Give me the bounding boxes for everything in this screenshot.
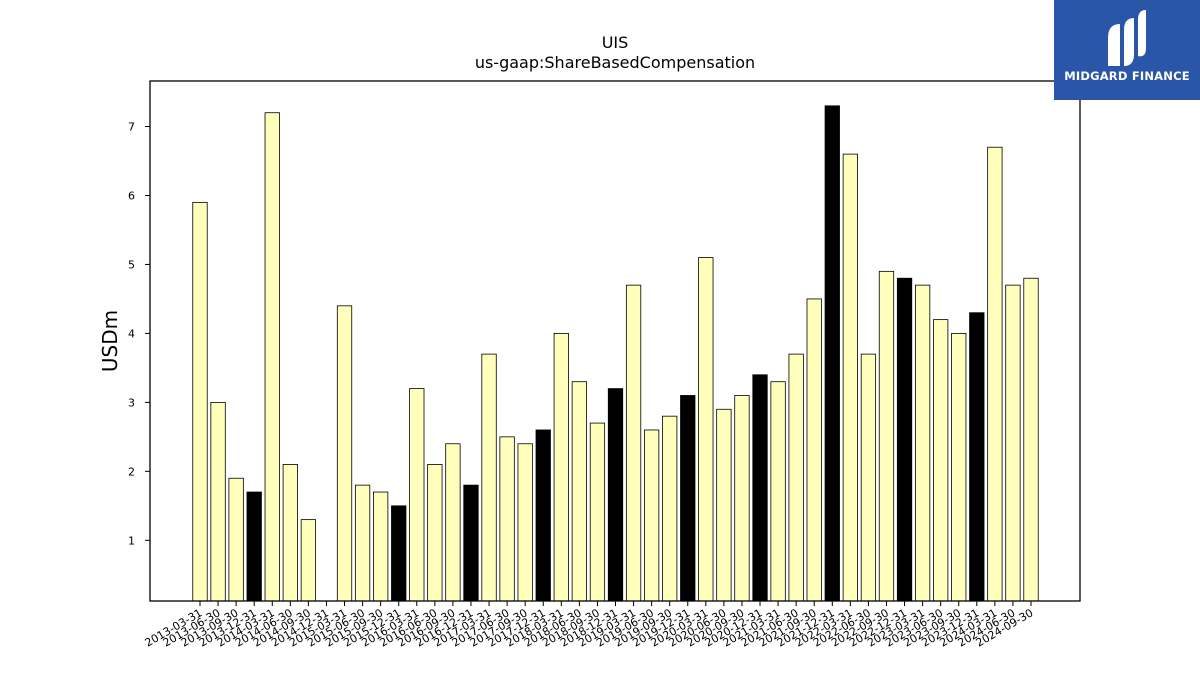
bar-2022-09-30	[878, 270, 895, 602]
bar-2014-03-31	[264, 112, 280, 602]
bar-2023-03-31	[914, 284, 931, 602]
chart-title: UIS	[602, 33, 629, 52]
bar-2022-06-30	[860, 353, 877, 602]
bar-2018-12-31	[607, 388, 624, 602]
y-tick-label: 4	[128, 327, 135, 340]
bar-2019-09-30	[662, 415, 678, 602]
y-ticks-group: 1 2 3 4 5 6 7	[128, 121, 150, 547]
bar-2020-09-30	[734, 395, 750, 602]
y-tick-label: 2	[128, 465, 135, 478]
brand-logo-icon	[1108, 10, 1146, 66]
y-tick-label: 7	[128, 121, 135, 134]
y-tick-label: 5	[128, 258, 135, 271]
x-ticks-group: 2013-03-312013-06-302013-09-302013-12-31…	[143, 601, 1036, 650]
bar-2016-06-30	[427, 464, 443, 602]
y-tick-label: 6	[128, 189, 135, 202]
bar-2023-06-30	[933, 319, 949, 602]
bar-2015-06-30	[354, 484, 371, 602]
bar-2023-12-31	[969, 312, 985, 602]
bar-2017-12-31	[535, 429, 551, 602]
bar-2022-12-31	[896, 277, 913, 602]
bar-2021-03-31	[770, 381, 786, 602]
bar-2024-03-31	[987, 146, 1003, 602]
bar-2014-09-30	[300, 519, 317, 602]
bar-2016-12-31	[463, 484, 479, 602]
y-tick-label: 1	[128, 534, 135, 547]
bar-2013-06-30	[210, 401, 226, 602]
bar-2017-03-31	[481, 353, 497, 602]
bar-2016-09-30	[445, 443, 461, 602]
bar-2021-12-31	[824, 105, 840, 602]
bar-2021-09-30	[806, 298, 822, 602]
y-axis-label: USDm	[98, 310, 122, 372]
bar-2018-09-30	[589, 422, 606, 602]
bar-2017-09-30	[517, 443, 533, 602]
brand-logo-text: MIDGARD FINANCE	[1064, 69, 1190, 83]
bar-2014-06-30	[282, 464, 298, 602]
chart-subtitle: us-gaap:ShareBasedCompensation	[475, 53, 755, 72]
bar-2016-03-31	[409, 388, 425, 602]
bar-2018-03-31	[553, 333, 569, 602]
bar-2024-06-30	[1005, 284, 1021, 602]
brand-logo: MIDGARD FINANCE	[1054, 0, 1200, 100]
bar-2022-03-31	[842, 153, 858, 602]
bars-group	[192, 105, 1039, 602]
bar-2019-03-31	[625, 284, 642, 602]
bar-2020-06-30	[716, 408, 732, 602]
bar-2020-12-31	[752, 374, 768, 602]
y-tick-label: 3	[128, 396, 135, 409]
bar-2013-03-31	[192, 201, 208, 602]
bar-2020-03-31	[698, 257, 714, 602]
bar-2023-09-30	[951, 333, 967, 602]
bar-2013-12-31	[246, 491, 262, 602]
bar-2015-09-30	[373, 491, 389, 602]
bar-2021-06-30	[788, 353, 804, 602]
bar-2017-06-30	[499, 436, 515, 602]
bar-2024-09-30	[1023, 277, 1039, 602]
bar-2013-09-30	[228, 477, 244, 602]
bar-2018-06-30	[571, 381, 587, 602]
bar-2019-06-30	[644, 429, 660, 602]
bar-2019-12-31	[680, 395, 696, 602]
plot-frame	[149, 80, 1081, 602]
bar-2015-12-31	[391, 505, 407, 602]
bar-2015-03-31	[336, 305, 353, 602]
